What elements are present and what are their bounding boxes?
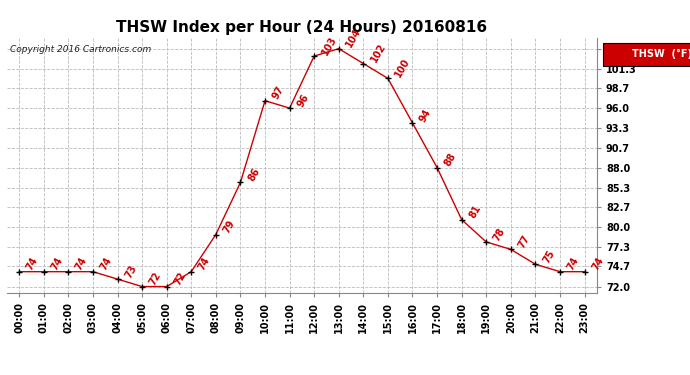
Text: 74: 74 [566, 256, 581, 272]
Text: 72: 72 [148, 270, 163, 287]
FancyBboxPatch shape [603, 43, 690, 66]
Text: 74: 74 [590, 256, 606, 272]
Text: 97: 97 [270, 85, 286, 101]
Text: 100: 100 [393, 57, 412, 79]
Text: 96: 96 [295, 92, 310, 109]
Text: 73: 73 [123, 263, 139, 280]
Text: 102: 102 [369, 42, 388, 64]
Text: 74: 74 [49, 256, 65, 272]
Text: 72: 72 [172, 270, 188, 287]
Text: 86: 86 [246, 166, 262, 183]
Text: THSW  (°F): THSW (°F) [632, 49, 690, 59]
Text: 78: 78 [492, 226, 507, 243]
Text: Copyright 2016 Cartronics.com: Copyright 2016 Cartronics.com [10, 45, 151, 54]
Text: 74: 74 [197, 256, 213, 272]
Text: 94: 94 [418, 107, 433, 124]
Text: 74: 74 [99, 256, 114, 272]
Text: 77: 77 [516, 233, 532, 250]
Title: THSW Index per Hour (24 Hours) 20160816: THSW Index per Hour (24 Hours) 20160816 [117, 20, 487, 35]
Text: 79: 79 [221, 218, 237, 235]
Text: 74: 74 [25, 256, 40, 272]
Text: 81: 81 [467, 204, 483, 220]
Text: 74: 74 [74, 256, 89, 272]
Text: 104: 104 [344, 27, 363, 49]
Text: 88: 88 [442, 151, 458, 168]
Text: 103: 103 [319, 34, 339, 57]
Text: 75: 75 [541, 248, 556, 265]
